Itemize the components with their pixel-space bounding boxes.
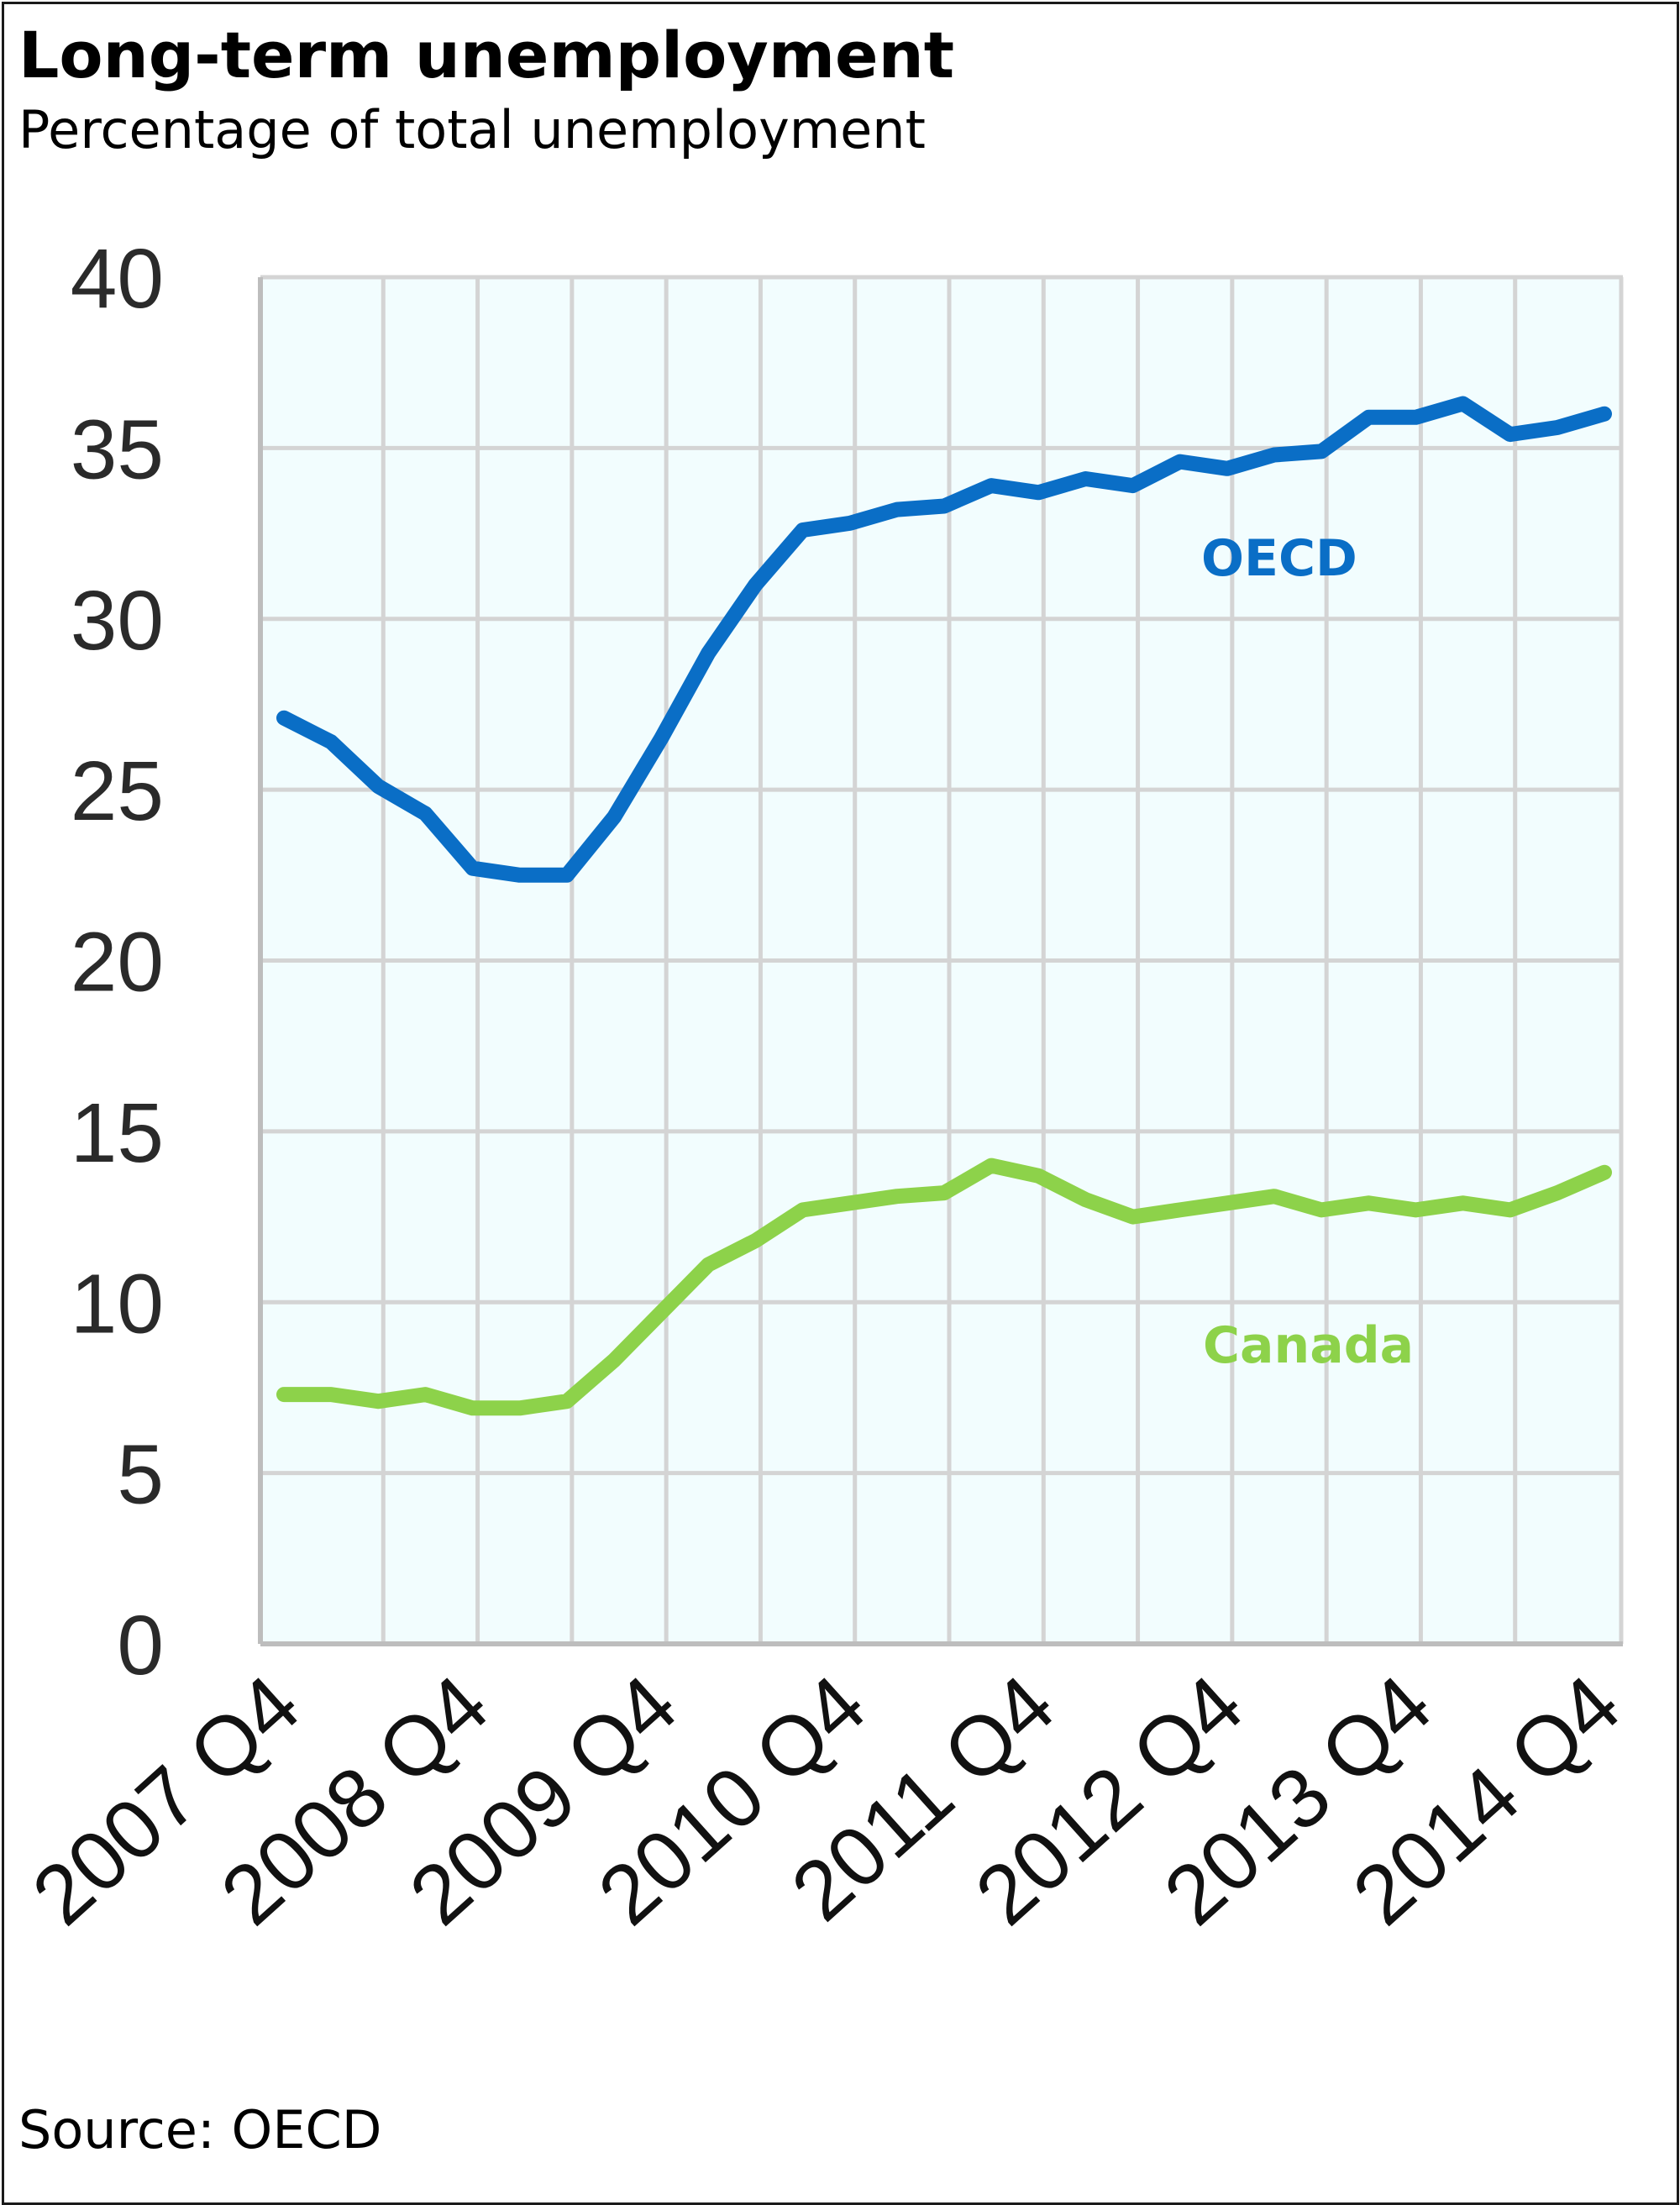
y-tick-label: 30	[71, 574, 164, 668]
y-tick-label: 10	[71, 1257, 164, 1351]
horizontal-gridlines	[260, 275, 1623, 1476]
series-line-oecd	[276, 396, 1612, 883]
vertical-gridlines	[381, 277, 1624, 1644]
y-tick-label: 40	[71, 232, 164, 326]
y-axis-tick-labels: 0 5 10 15 20 25 30 35 40	[71, 232, 164, 1693]
y-tick-label: 0	[117, 1599, 164, 1693]
series-label-oecd: OECD	[1201, 529, 1357, 588]
series-label-canada: Canada	[1203, 1316, 1414, 1375]
chart-title: Long-term unemployment	[18, 18, 955, 92]
series-line-canada	[276, 1158, 1612, 1416]
y-tick-label: 20	[71, 916, 164, 1010]
y-tick-label: 5	[117, 1428, 164, 1522]
y-tick-label: 15	[71, 1086, 164, 1180]
y-tick-label: 25	[71, 744, 164, 838]
source-note: Source: OECD	[18, 2099, 382, 2160]
chart-subtitle: Percentage of total unemployment	[18, 99, 926, 160]
series-lines	[276, 396, 1612, 1416]
y-tick-label: 35	[71, 402, 164, 496]
